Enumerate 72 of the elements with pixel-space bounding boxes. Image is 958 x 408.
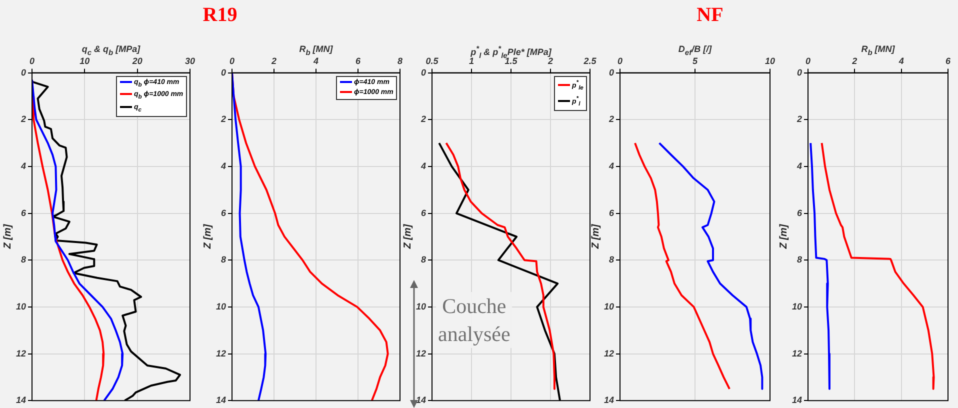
y-tick-label: 10 xyxy=(416,301,426,312)
y-tick-label: 6 xyxy=(20,208,27,218)
chart-title: NF xyxy=(696,4,724,27)
y-tick-label: 12 xyxy=(216,348,226,358)
y-tick-label: 8 xyxy=(220,254,226,265)
x-axis-title: R$_{b}$ [MN] xyxy=(298,44,334,57)
y-tick-label: 10 xyxy=(792,301,802,312)
y-tick-label: 2 xyxy=(420,114,426,124)
y-axis-title: Z [m] xyxy=(402,224,414,249)
y-tick-label: 14 xyxy=(416,395,426,406)
x-tick-label: 0 xyxy=(618,56,623,66)
y-tick-label: 0 xyxy=(420,67,426,78)
y-tick-label: 6 xyxy=(220,208,227,218)
x-tick-label: 5 xyxy=(692,56,698,66)
x-tick-label: 0 xyxy=(230,56,235,66)
x-axis-title: R$_{b}$ [MN] xyxy=(860,44,896,57)
x-axis-title: q$_{c}$ & q$_{b}$ [MPa] xyxy=(80,44,142,57)
y-tick-label: 10 xyxy=(604,301,614,312)
y-tick-label: 4 xyxy=(20,160,26,171)
y-tick-label: 14 xyxy=(216,395,226,406)
x-tick-label: 10 xyxy=(80,56,90,66)
y-tick-label: 2 xyxy=(796,114,802,124)
x-tick-label: 10 xyxy=(764,56,776,66)
y-axis-title: Z [m] xyxy=(202,224,214,249)
x-tick-label: 30 xyxy=(184,56,196,66)
y-axis-title: Z [m] xyxy=(2,224,14,249)
chart-title: R19 xyxy=(202,4,238,27)
y-tick-label: 8 xyxy=(608,254,614,265)
y-tick-label: 6 xyxy=(420,208,427,218)
x-tick-label: 20 xyxy=(131,56,142,66)
y-tick-label: 14 xyxy=(16,395,26,406)
y-tick-label: 12 xyxy=(16,348,26,358)
y-tick-label: 2 xyxy=(220,114,226,124)
x-tick-label: 2 xyxy=(851,56,858,66)
x-tick-label: 4 xyxy=(312,56,319,66)
y-tick-label: 4 xyxy=(796,160,802,171)
y-tick-label: 8 xyxy=(420,254,426,265)
y-axis-title: Z [m] xyxy=(778,224,790,249)
y-tick-label: 0 xyxy=(20,67,26,78)
y-tick-label: 6 xyxy=(796,208,803,218)
x-tick-label: 6 xyxy=(355,56,362,66)
y-tick-label: 10 xyxy=(216,301,226,312)
x-tick-label: 8 xyxy=(397,56,403,66)
y-axis-title: Z [m] xyxy=(590,224,602,249)
y-tick-label: 4 xyxy=(608,160,614,171)
y-tick-label: 14 xyxy=(792,395,802,406)
y-tick-label: 0 xyxy=(608,67,614,78)
x-tick-label: 0 xyxy=(806,56,811,66)
x-tick-label: 0 xyxy=(30,56,35,66)
x-tick-label: 1 xyxy=(469,56,474,66)
y-tick-label: 8 xyxy=(796,254,802,265)
x-axis-title: D$_{ef}$/B [/] xyxy=(677,44,713,57)
y-tick-label: 0 xyxy=(220,67,226,78)
x-tick-label: 2 xyxy=(546,56,554,66)
x-tick-label: 2 xyxy=(270,56,277,66)
y-tick-label: 2 xyxy=(20,114,26,124)
y-tick-label: 10 xyxy=(16,301,26,312)
x-tick-label: 2.5 xyxy=(582,56,598,66)
y-tick-label: 12 xyxy=(604,348,614,358)
annotation: Couche analysée xyxy=(438,294,510,346)
y-tick-label: 14 xyxy=(604,395,614,406)
y-tick-label: 8 xyxy=(20,254,26,265)
x-tick-label: 6 xyxy=(945,56,952,66)
x-tick-label: 4 xyxy=(898,56,904,66)
y-tick-label: 2 xyxy=(608,114,614,124)
y-tick-label: 12 xyxy=(416,348,426,358)
y-tick-label: 0 xyxy=(796,67,802,78)
y-tick-label: 6 xyxy=(608,208,615,218)
y-tick-label: 4 xyxy=(420,160,426,171)
x-tick-label: 0.5 xyxy=(426,56,440,66)
y-tick-label: 4 xyxy=(220,160,226,171)
y-tick-label: 12 xyxy=(792,348,802,358)
